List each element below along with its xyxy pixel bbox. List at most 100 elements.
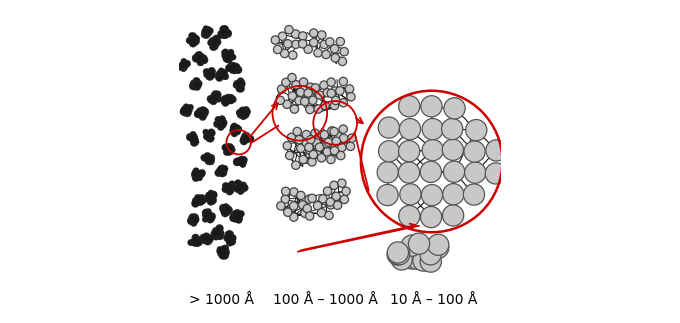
Circle shape: [212, 232, 220, 240]
Circle shape: [332, 137, 341, 145]
Circle shape: [224, 97, 231, 104]
Circle shape: [215, 91, 221, 98]
Circle shape: [235, 129, 241, 135]
Circle shape: [225, 235, 233, 243]
Circle shape: [234, 180, 242, 187]
Circle shape: [420, 161, 441, 182]
Circle shape: [180, 61, 186, 67]
Circle shape: [190, 239, 199, 246]
Circle shape: [184, 107, 190, 112]
Circle shape: [225, 234, 233, 242]
Circle shape: [194, 194, 201, 200]
Circle shape: [208, 194, 216, 202]
Circle shape: [464, 141, 486, 162]
Circle shape: [197, 170, 205, 178]
Circle shape: [239, 186, 245, 193]
Circle shape: [219, 252, 226, 259]
Circle shape: [211, 230, 218, 236]
Circle shape: [401, 248, 422, 269]
Circle shape: [424, 237, 445, 259]
Circle shape: [225, 50, 232, 57]
Circle shape: [190, 136, 197, 143]
Circle shape: [205, 30, 212, 36]
Circle shape: [209, 69, 216, 76]
Circle shape: [208, 194, 215, 200]
Circle shape: [230, 64, 237, 71]
Circle shape: [205, 70, 212, 77]
Circle shape: [233, 158, 241, 166]
Circle shape: [332, 192, 340, 201]
Circle shape: [205, 71, 214, 79]
Circle shape: [309, 96, 317, 105]
Circle shape: [192, 80, 199, 87]
Circle shape: [226, 143, 231, 149]
Circle shape: [208, 69, 215, 77]
Circle shape: [232, 210, 239, 217]
Circle shape: [203, 31, 209, 37]
Circle shape: [280, 49, 289, 58]
Circle shape: [241, 156, 248, 163]
Circle shape: [208, 95, 214, 101]
Circle shape: [213, 228, 220, 236]
Circle shape: [205, 157, 211, 163]
Circle shape: [216, 233, 224, 240]
Circle shape: [190, 34, 197, 41]
Circle shape: [295, 97, 303, 105]
Circle shape: [428, 234, 449, 255]
Circle shape: [200, 110, 206, 116]
Circle shape: [443, 205, 464, 226]
Circle shape: [207, 70, 214, 77]
Circle shape: [401, 235, 422, 256]
Circle shape: [226, 237, 233, 244]
Circle shape: [301, 209, 309, 217]
Circle shape: [189, 39, 197, 47]
Circle shape: [240, 137, 248, 145]
Circle shape: [187, 217, 195, 225]
Circle shape: [220, 166, 227, 174]
Circle shape: [213, 41, 220, 47]
Circle shape: [195, 80, 203, 87]
Circle shape: [219, 248, 226, 255]
Circle shape: [231, 130, 238, 137]
Circle shape: [194, 240, 201, 247]
Circle shape: [191, 214, 199, 221]
Circle shape: [217, 246, 223, 252]
Circle shape: [207, 129, 216, 137]
Circle shape: [197, 175, 203, 181]
Circle shape: [203, 29, 211, 37]
Circle shape: [190, 215, 196, 221]
Circle shape: [199, 194, 205, 201]
Circle shape: [192, 138, 199, 145]
Circle shape: [223, 207, 229, 213]
Circle shape: [203, 29, 210, 36]
Circle shape: [230, 62, 237, 69]
Circle shape: [327, 89, 335, 98]
Circle shape: [191, 199, 199, 207]
Circle shape: [239, 112, 248, 120]
Circle shape: [309, 38, 318, 47]
Circle shape: [330, 87, 339, 95]
Circle shape: [190, 214, 199, 223]
Circle shape: [229, 66, 237, 74]
Circle shape: [238, 80, 245, 87]
Circle shape: [223, 51, 228, 57]
Circle shape: [233, 82, 239, 88]
Circle shape: [241, 182, 247, 188]
Circle shape: [219, 71, 226, 78]
Circle shape: [339, 77, 347, 86]
Circle shape: [330, 45, 339, 53]
Circle shape: [219, 29, 226, 36]
Circle shape: [228, 49, 234, 55]
Circle shape: [205, 215, 211, 222]
Circle shape: [187, 104, 194, 110]
Circle shape: [205, 213, 212, 220]
Circle shape: [183, 108, 190, 116]
Circle shape: [216, 73, 222, 80]
Circle shape: [207, 70, 214, 76]
Circle shape: [203, 28, 211, 36]
Circle shape: [194, 196, 202, 204]
Circle shape: [217, 119, 225, 127]
Circle shape: [241, 184, 248, 192]
Circle shape: [224, 30, 232, 37]
Circle shape: [190, 239, 197, 245]
